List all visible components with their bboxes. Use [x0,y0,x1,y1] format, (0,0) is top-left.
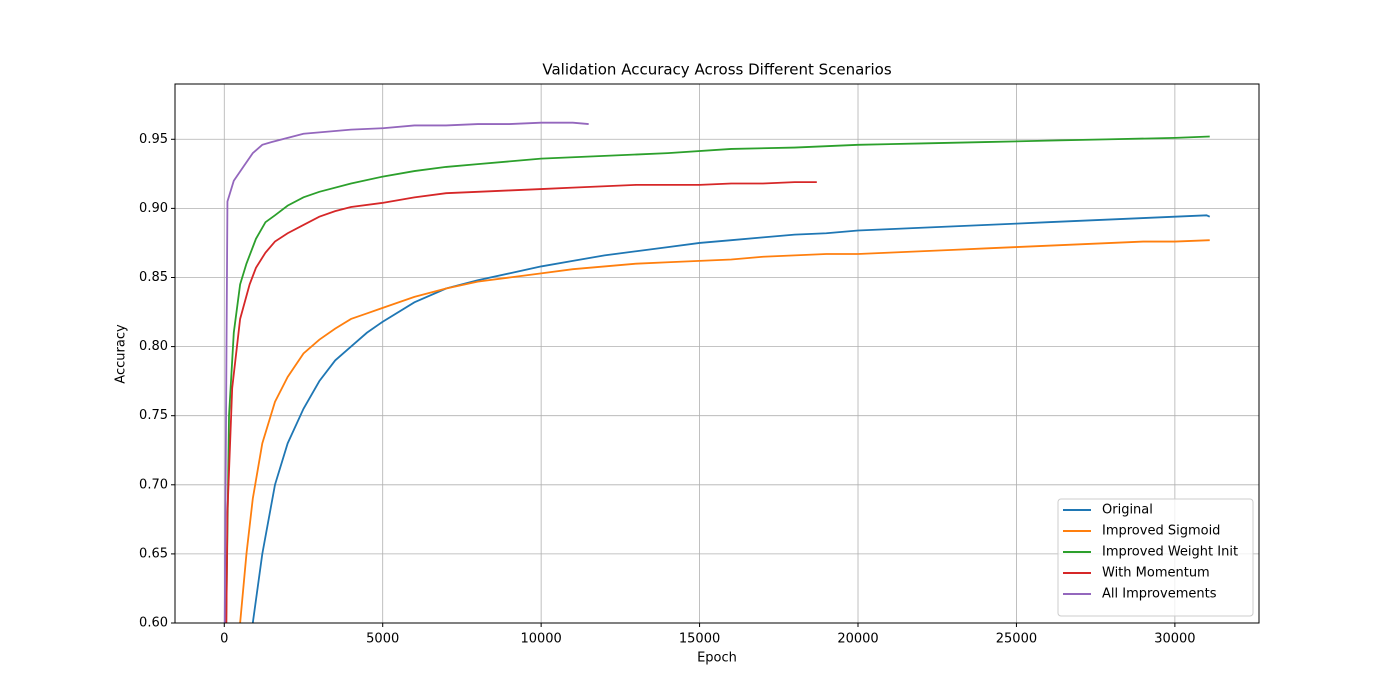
series-line [239,239,1210,623]
legend-label: Improved Weight Init [1102,545,1238,560]
y-tick-label: 0.60 [139,616,168,631]
x-tick-label: 25000 [996,632,1037,647]
series-line [225,135,1210,623]
x-tick-label: 10000 [520,632,561,647]
y-tick-label: 0.85 [139,270,168,285]
legend: Original Improved Sigmoid Improved Weight … [1057,498,1254,617]
x-tick-label: 20000 [837,632,878,647]
legend-label: Improved Sigmoid [1102,524,1220,539]
plot-frame [174,83,1260,624]
x-tick-label: 30000 [1154,632,1195,647]
y-tick-label: 0.80 [139,339,168,354]
legend-box [1057,498,1254,617]
x-tick-label: 15000 [679,632,720,647]
y-tick-label: 0.75 [139,408,168,423]
plot-lines [223,121,1211,623]
y-axis-label: Accuracy [114,324,129,384]
y-tick-label: 0.90 [139,201,168,216]
y-tick-label: 0.70 [139,477,168,492]
legend-label: Original [1102,503,1153,518]
series-line [251,214,1211,623]
legend-label: With Momentum [1102,566,1210,581]
series-line [223,121,589,623]
y-tick-label: 0.65 [139,546,168,561]
y-tick-label: 0.95 [139,132,168,147]
series-line [225,181,817,623]
legend-label: All Improvements [1102,587,1217,602]
x-axis-label: Epoch [697,651,737,666]
x-tick-label: 0 [220,632,228,647]
chart-title: Validation Accuracy Across Different Sce… [542,61,891,79]
x-tick-label: 5000 [366,632,399,647]
